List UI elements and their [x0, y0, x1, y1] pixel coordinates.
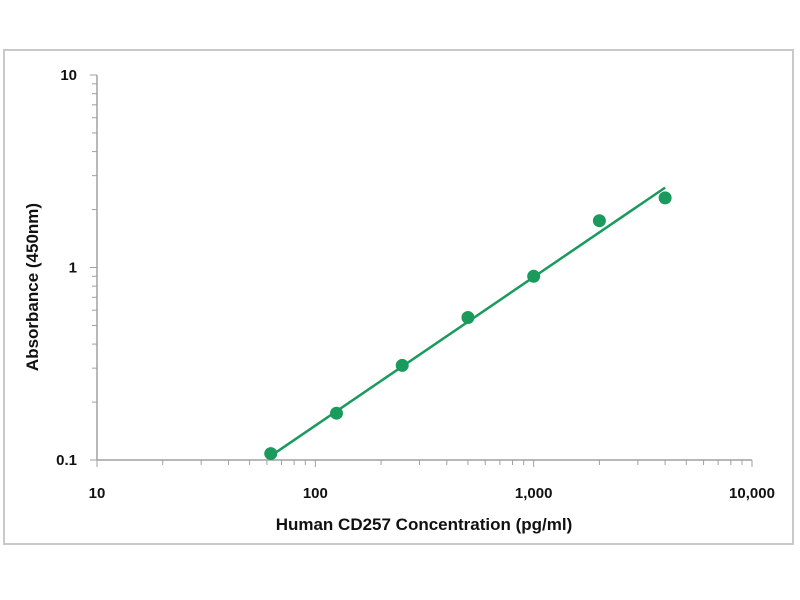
- x-tick-label: 10: [89, 485, 106, 502]
- axes: [96, 75, 752, 461]
- data-point: [527, 269, 541, 283]
- y-axis-title: Absorbance (450nm): [23, 203, 42, 371]
- y-tick-label: 1: [69, 260, 77, 277]
- data-point: [329, 406, 343, 420]
- tick-labels: 10 100 1,000 10,000 0.1 1 10: [56, 67, 775, 502]
- data-point: [264, 447, 278, 461]
- x-tick-label: 10,000: [729, 485, 775, 502]
- x-tick-label: 100: [303, 485, 328, 502]
- x-tick-label: 1,000: [515, 485, 553, 502]
- data-point: [461, 310, 475, 324]
- data-point: [395, 358, 409, 372]
- y-tick-label: 0.1: [56, 452, 77, 469]
- y-tick-label: 10: [60, 67, 77, 84]
- data-points: [264, 191, 672, 461]
- x-axis-title: Human CD257 Concentration (pg/ml): [276, 515, 573, 534]
- chart-frame: [3, 49, 794, 545]
- data-point: [658, 191, 672, 205]
- ticks: [90, 74, 753, 467]
- data-point: [592, 214, 606, 228]
